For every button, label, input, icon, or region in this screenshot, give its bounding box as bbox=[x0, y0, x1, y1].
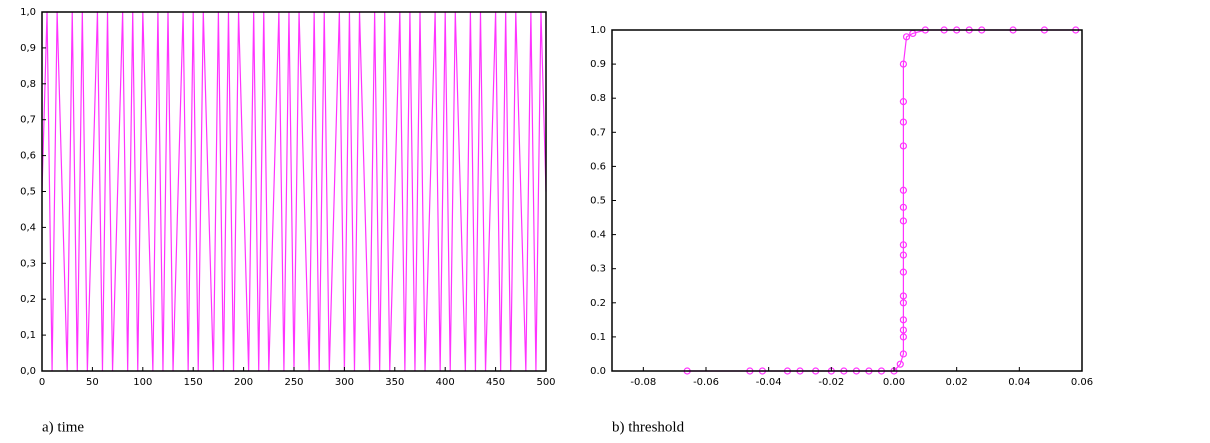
x-tick-label: -0.02 bbox=[818, 377, 844, 388]
x-tick-label: 350 bbox=[385, 377, 404, 388]
y-tick-label: 0,1 bbox=[20, 330, 36, 341]
y-tick-label: 1.0 bbox=[590, 25, 606, 36]
y-tick-label: 0,5 bbox=[20, 187, 36, 198]
point bbox=[896, 360, 904, 368]
point bbox=[899, 316, 908, 324]
point bbox=[899, 241, 908, 249]
x-tick-label: 250 bbox=[284, 377, 303, 388]
point bbox=[902, 33, 911, 41]
x-tick-label: 0.04 bbox=[1008, 377, 1030, 388]
caption: a) time bbox=[42, 419, 84, 435]
x-tick-label: -0.08 bbox=[630, 377, 656, 388]
y-tick-label: 0.6 bbox=[590, 161, 606, 172]
x-tick-label: 0.06 bbox=[1071, 377, 1093, 388]
y-tick-label: 0.7 bbox=[590, 127, 606, 138]
x-tick-label: 300 bbox=[335, 377, 354, 388]
x-tick-label: 150 bbox=[184, 377, 203, 388]
y-tick-label: 0,2 bbox=[20, 294, 36, 305]
x-tick-label: 0 bbox=[39, 377, 45, 388]
x-tick-label: -0.04 bbox=[756, 377, 782, 388]
x-tick-label: -0.06 bbox=[693, 377, 719, 388]
point bbox=[899, 60, 908, 68]
y-tick-label: 0,6 bbox=[20, 151, 36, 162]
y-tick-label: 0,7 bbox=[20, 115, 36, 126]
point bbox=[899, 98, 908, 106]
point bbox=[899, 186, 908, 194]
point bbox=[899, 326, 908, 334]
point bbox=[899, 118, 908, 126]
point bbox=[899, 203, 908, 211]
x-tick-label: 0.00 bbox=[883, 377, 905, 388]
point bbox=[899, 299, 908, 307]
point bbox=[899, 251, 908, 259]
point bbox=[899, 292, 908, 300]
x-tick-label: 500 bbox=[536, 377, 555, 388]
y-tick-label: 0.1 bbox=[590, 332, 606, 343]
point bbox=[899, 142, 908, 150]
point bbox=[899, 333, 908, 341]
y-tick-label: 0.4 bbox=[590, 230, 606, 241]
x-tick-label: 400 bbox=[436, 377, 455, 388]
y-tick-label: 0.2 bbox=[590, 298, 606, 309]
y-tick-label: 0,4 bbox=[20, 222, 36, 233]
y-tick-label: 0.5 bbox=[590, 196, 606, 207]
x-tick-label: 50 bbox=[86, 377, 99, 388]
x-tick-label: 0.02 bbox=[946, 377, 968, 388]
point bbox=[899, 268, 908, 276]
y-tick-label: 0.9 bbox=[590, 59, 606, 70]
y-tick-label: 0.8 bbox=[590, 93, 606, 104]
y-tick-label: 0,0 bbox=[20, 366, 36, 377]
y-tick-label: 0.0 bbox=[590, 366, 606, 377]
point bbox=[899, 350, 908, 358]
plot-frame bbox=[611, 29, 1083, 372]
x-tick-label: 450 bbox=[486, 377, 505, 388]
y-tick-label: 1,0 bbox=[20, 7, 36, 18]
caption: b) threshold bbox=[612, 419, 685, 435]
y-tick-label: 0,3 bbox=[20, 258, 36, 269]
y-tick-label: 0,9 bbox=[20, 43, 36, 54]
x-tick-label: 200 bbox=[234, 377, 253, 388]
series-line bbox=[687, 29, 1076, 372]
x-tick-label: 100 bbox=[133, 377, 152, 388]
point bbox=[899, 217, 908, 225]
y-tick-label: 0.3 bbox=[590, 264, 606, 275]
series-line bbox=[41, 11, 547, 372]
y-tick-label: 0,8 bbox=[20, 79, 36, 90]
